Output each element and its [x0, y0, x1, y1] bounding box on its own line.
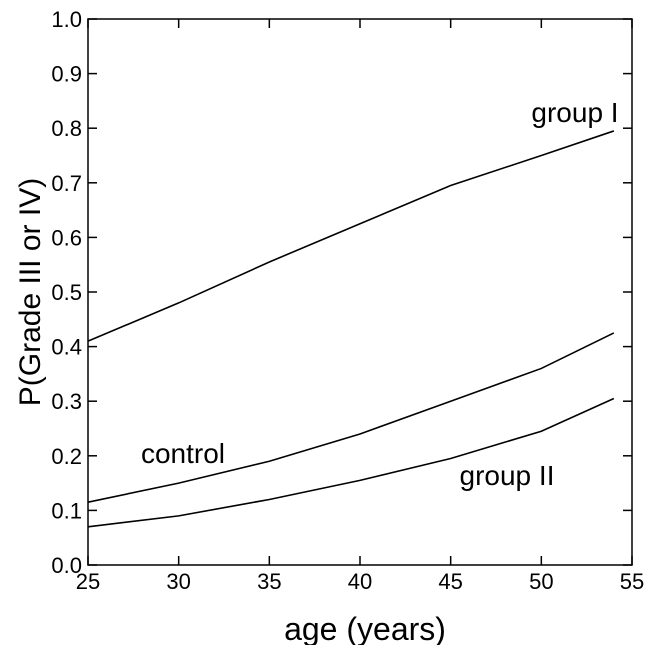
- series-label: control: [141, 438, 225, 469]
- y-tick-label: 1.0: [51, 7, 82, 32]
- y-tick-label: 0.7: [51, 171, 82, 196]
- line: [87, 397, 615, 528]
- y-tick-label: 0.2: [51, 444, 82, 469]
- x-axis-label: age (years): [284, 611, 446, 645]
- y-tick-label: 0.0: [51, 553, 82, 578]
- y-axis-label: P(Grade III or IV): [14, 178, 47, 406]
- series-label: group I: [531, 97, 618, 128]
- y-tick-label: 0.9: [51, 62, 82, 87]
- line: [87, 332, 615, 503]
- x-tick-label: 30: [166, 569, 190, 594]
- y-tick-label: 0.5: [51, 280, 82, 305]
- x-tick-label: 45: [438, 569, 462, 594]
- x-tick-label: 25: [76, 569, 100, 594]
- x-tick-label: 35: [257, 569, 281, 594]
- y-tick-label: 0.4: [51, 335, 82, 360]
- x-tick-label: 50: [529, 569, 553, 594]
- y-tick-label: 0.8: [51, 116, 82, 141]
- y-tick-label: 0.1: [51, 498, 82, 523]
- x-tick-label: 55: [620, 569, 644, 594]
- line: [87, 130, 615, 342]
- series-label: group II: [460, 460, 555, 491]
- y-tick-label: 0.3: [51, 389, 82, 414]
- x-tick-label: 40: [348, 569, 372, 594]
- y-tick-label: 0.6: [51, 225, 82, 250]
